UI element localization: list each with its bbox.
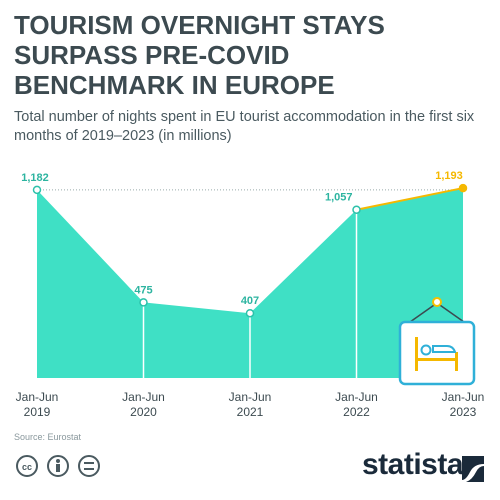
- x-tick-label: Jan-Jun 2020: [122, 390, 165, 419]
- x-tick-label: Jan-Jun 2022: [335, 390, 378, 419]
- x-tick-label: Jan-Jun 2019: [15, 390, 59, 419]
- brand: statista: [362, 448, 464, 481]
- highlight-segment: [356, 187, 464, 211]
- value-label: 1,193: [435, 170, 463, 182]
- source: Source: Eurostat: [14, 432, 82, 442]
- brand-mark: [462, 456, 484, 482]
- point: [352, 205, 361, 214]
- x-tick-label: Jan-Jun 2023: [441, 390, 485, 419]
- point: [245, 308, 255, 318]
- value-label: 407: [241, 295, 259, 307]
- chart-title: TOURISM OVERNIGHT STAYS SURPASS PRE-COVI…: [14, 10, 385, 100]
- value-label: 1,057: [325, 192, 353, 204]
- value-label: 1,182: [21, 172, 49, 184]
- svg-text:cc: cc: [22, 462, 32, 472]
- cc-icons: cc: [16, 455, 100, 477]
- point: [139, 298, 148, 307]
- value-label: 475: [134, 284, 152, 296]
- x-tick-label: Jan-Jun 2021: [228, 390, 272, 419]
- point: [458, 183, 468, 193]
- chart-subtitle: Total number of nights spent in EU touri…: [14, 109, 475, 144]
- point: [32, 185, 42, 195]
- bed-icon: [398, 297, 476, 386]
